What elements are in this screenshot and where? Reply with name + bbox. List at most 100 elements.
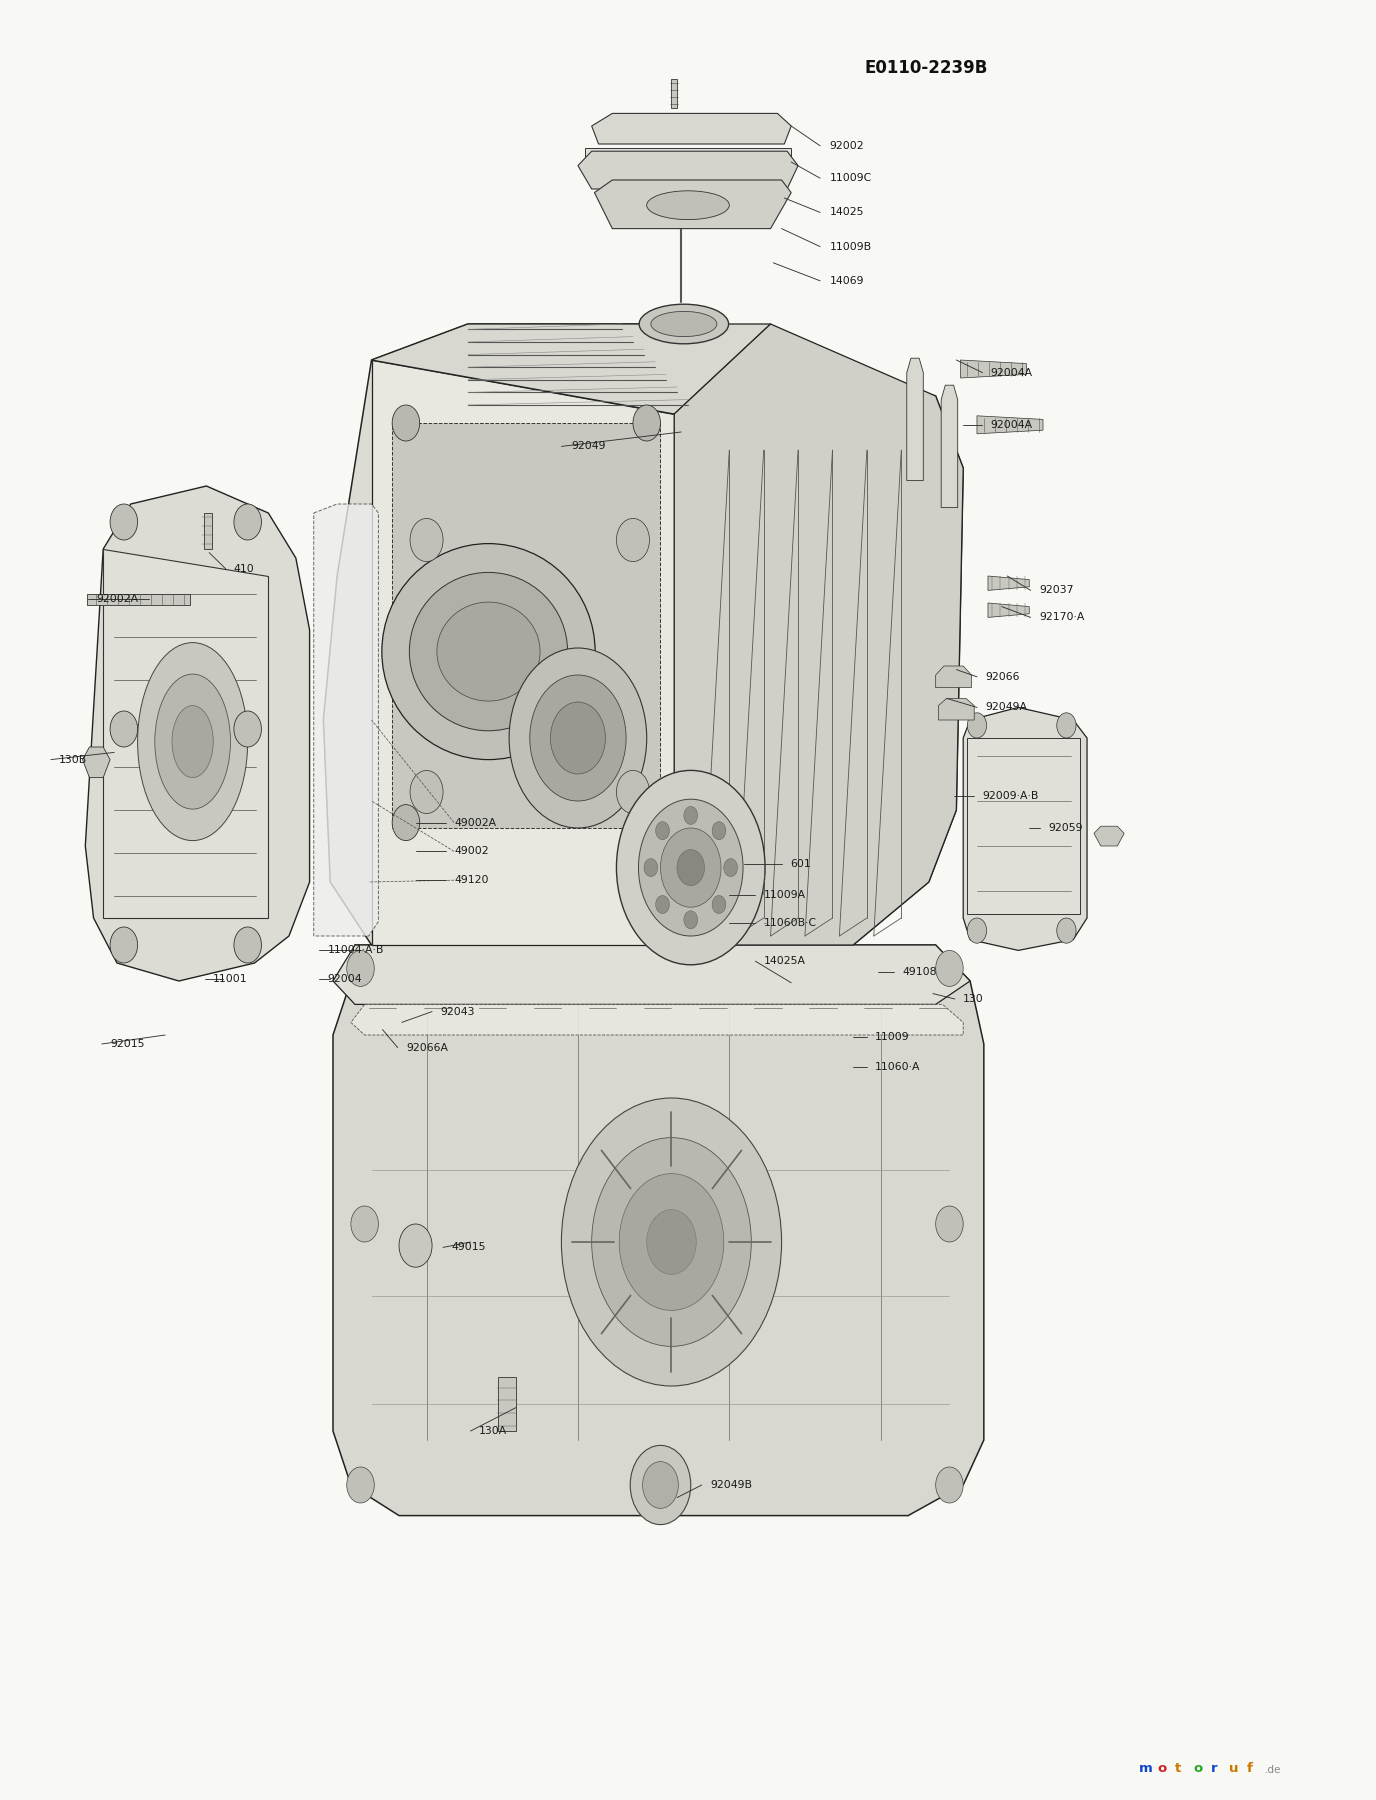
Text: 92004A: 92004A — [991, 419, 1033, 430]
Polygon shape — [83, 747, 110, 778]
Text: 49108: 49108 — [903, 967, 937, 977]
Circle shape — [110, 927, 138, 963]
Circle shape — [234, 927, 261, 963]
Text: 92066A: 92066A — [406, 1042, 449, 1053]
Circle shape — [410, 518, 443, 562]
Polygon shape — [333, 945, 984, 1516]
Text: r: r — [1211, 1762, 1218, 1775]
Circle shape — [713, 896, 727, 914]
Circle shape — [410, 770, 443, 814]
Polygon shape — [351, 1004, 963, 1035]
Circle shape — [392, 405, 420, 441]
Text: 11001: 11001 — [213, 974, 248, 985]
Polygon shape — [592, 113, 791, 144]
Circle shape — [630, 1445, 691, 1525]
Text: 92002: 92002 — [830, 140, 864, 151]
Text: 14025: 14025 — [830, 207, 864, 218]
Polygon shape — [1094, 826, 1124, 846]
Circle shape — [967, 918, 987, 943]
Polygon shape — [85, 486, 310, 981]
Text: 14025A: 14025A — [764, 956, 806, 967]
Circle shape — [724, 859, 738, 877]
Circle shape — [633, 805, 660, 841]
Polygon shape — [87, 594, 190, 605]
Circle shape — [684, 911, 698, 929]
Text: 11060·A: 11060·A — [875, 1062, 921, 1073]
Circle shape — [616, 770, 649, 814]
Circle shape — [1057, 713, 1076, 738]
Circle shape — [967, 713, 987, 738]
Circle shape — [936, 950, 963, 986]
Circle shape — [655, 821, 669, 839]
Circle shape — [351, 1206, 378, 1242]
Text: u: u — [1229, 1762, 1238, 1775]
Text: 92059: 92059 — [1049, 823, 1083, 833]
Circle shape — [347, 950, 374, 986]
Circle shape — [561, 1098, 782, 1386]
Text: 92066: 92066 — [985, 671, 1020, 682]
Circle shape — [509, 648, 647, 828]
Polygon shape — [674, 324, 963, 945]
Polygon shape — [578, 151, 798, 189]
Text: 14069: 14069 — [830, 275, 864, 286]
Text: 92004: 92004 — [327, 974, 362, 985]
Text: 49002: 49002 — [454, 846, 488, 857]
Circle shape — [347, 1467, 374, 1503]
Text: 92049: 92049 — [571, 441, 605, 452]
Circle shape — [592, 1138, 751, 1346]
Ellipse shape — [381, 544, 594, 760]
Ellipse shape — [138, 643, 248, 841]
Ellipse shape — [647, 191, 729, 220]
Circle shape — [936, 1467, 963, 1503]
Text: 11009C: 11009C — [830, 173, 872, 184]
Text: 92009·A·B: 92009·A·B — [982, 790, 1039, 801]
Text: 92170·A: 92170·A — [1039, 612, 1084, 623]
Polygon shape — [960, 360, 1026, 378]
Text: 92043: 92043 — [440, 1006, 475, 1017]
Text: 601: 601 — [790, 859, 810, 869]
Ellipse shape — [651, 311, 717, 337]
Circle shape — [936, 1206, 963, 1242]
Ellipse shape — [172, 706, 213, 778]
Text: m: m — [1139, 1762, 1153, 1775]
Circle shape — [684, 806, 698, 824]
Circle shape — [234, 711, 261, 747]
Polygon shape — [671, 79, 677, 108]
Circle shape — [647, 1210, 696, 1274]
Text: 49015: 49015 — [451, 1242, 486, 1253]
Circle shape — [713, 821, 727, 839]
Text: 92037: 92037 — [1039, 585, 1073, 596]
Circle shape — [644, 859, 658, 877]
Text: 49002A: 49002A — [454, 817, 497, 828]
Text: 92002A: 92002A — [96, 594, 139, 605]
Text: 49120: 49120 — [454, 875, 488, 886]
Polygon shape — [963, 707, 1087, 950]
Polygon shape — [585, 148, 791, 162]
Polygon shape — [967, 738, 1080, 914]
Circle shape — [677, 850, 705, 886]
Polygon shape — [936, 666, 971, 688]
Ellipse shape — [436, 601, 539, 700]
Text: 92004A: 92004A — [991, 367, 1033, 378]
Text: 130B: 130B — [59, 754, 88, 765]
Polygon shape — [323, 324, 963, 945]
Text: 92049A: 92049A — [985, 702, 1028, 713]
Circle shape — [633, 405, 660, 441]
Polygon shape — [392, 423, 660, 828]
Text: 11009B: 11009B — [830, 241, 872, 252]
Ellipse shape — [638, 304, 729, 344]
Circle shape — [392, 805, 420, 841]
Polygon shape — [988, 603, 1029, 617]
Circle shape — [399, 1224, 432, 1267]
Text: 11004·A·B: 11004·A·B — [327, 945, 384, 956]
Circle shape — [638, 799, 743, 936]
Text: 130: 130 — [963, 994, 984, 1004]
Circle shape — [530, 675, 626, 801]
Text: t: t — [1175, 1762, 1182, 1775]
Polygon shape — [988, 576, 1029, 590]
Polygon shape — [941, 385, 958, 508]
Circle shape — [616, 518, 649, 562]
Circle shape — [655, 896, 669, 914]
Text: .de: .de — [1265, 1764, 1281, 1775]
Polygon shape — [314, 504, 378, 936]
